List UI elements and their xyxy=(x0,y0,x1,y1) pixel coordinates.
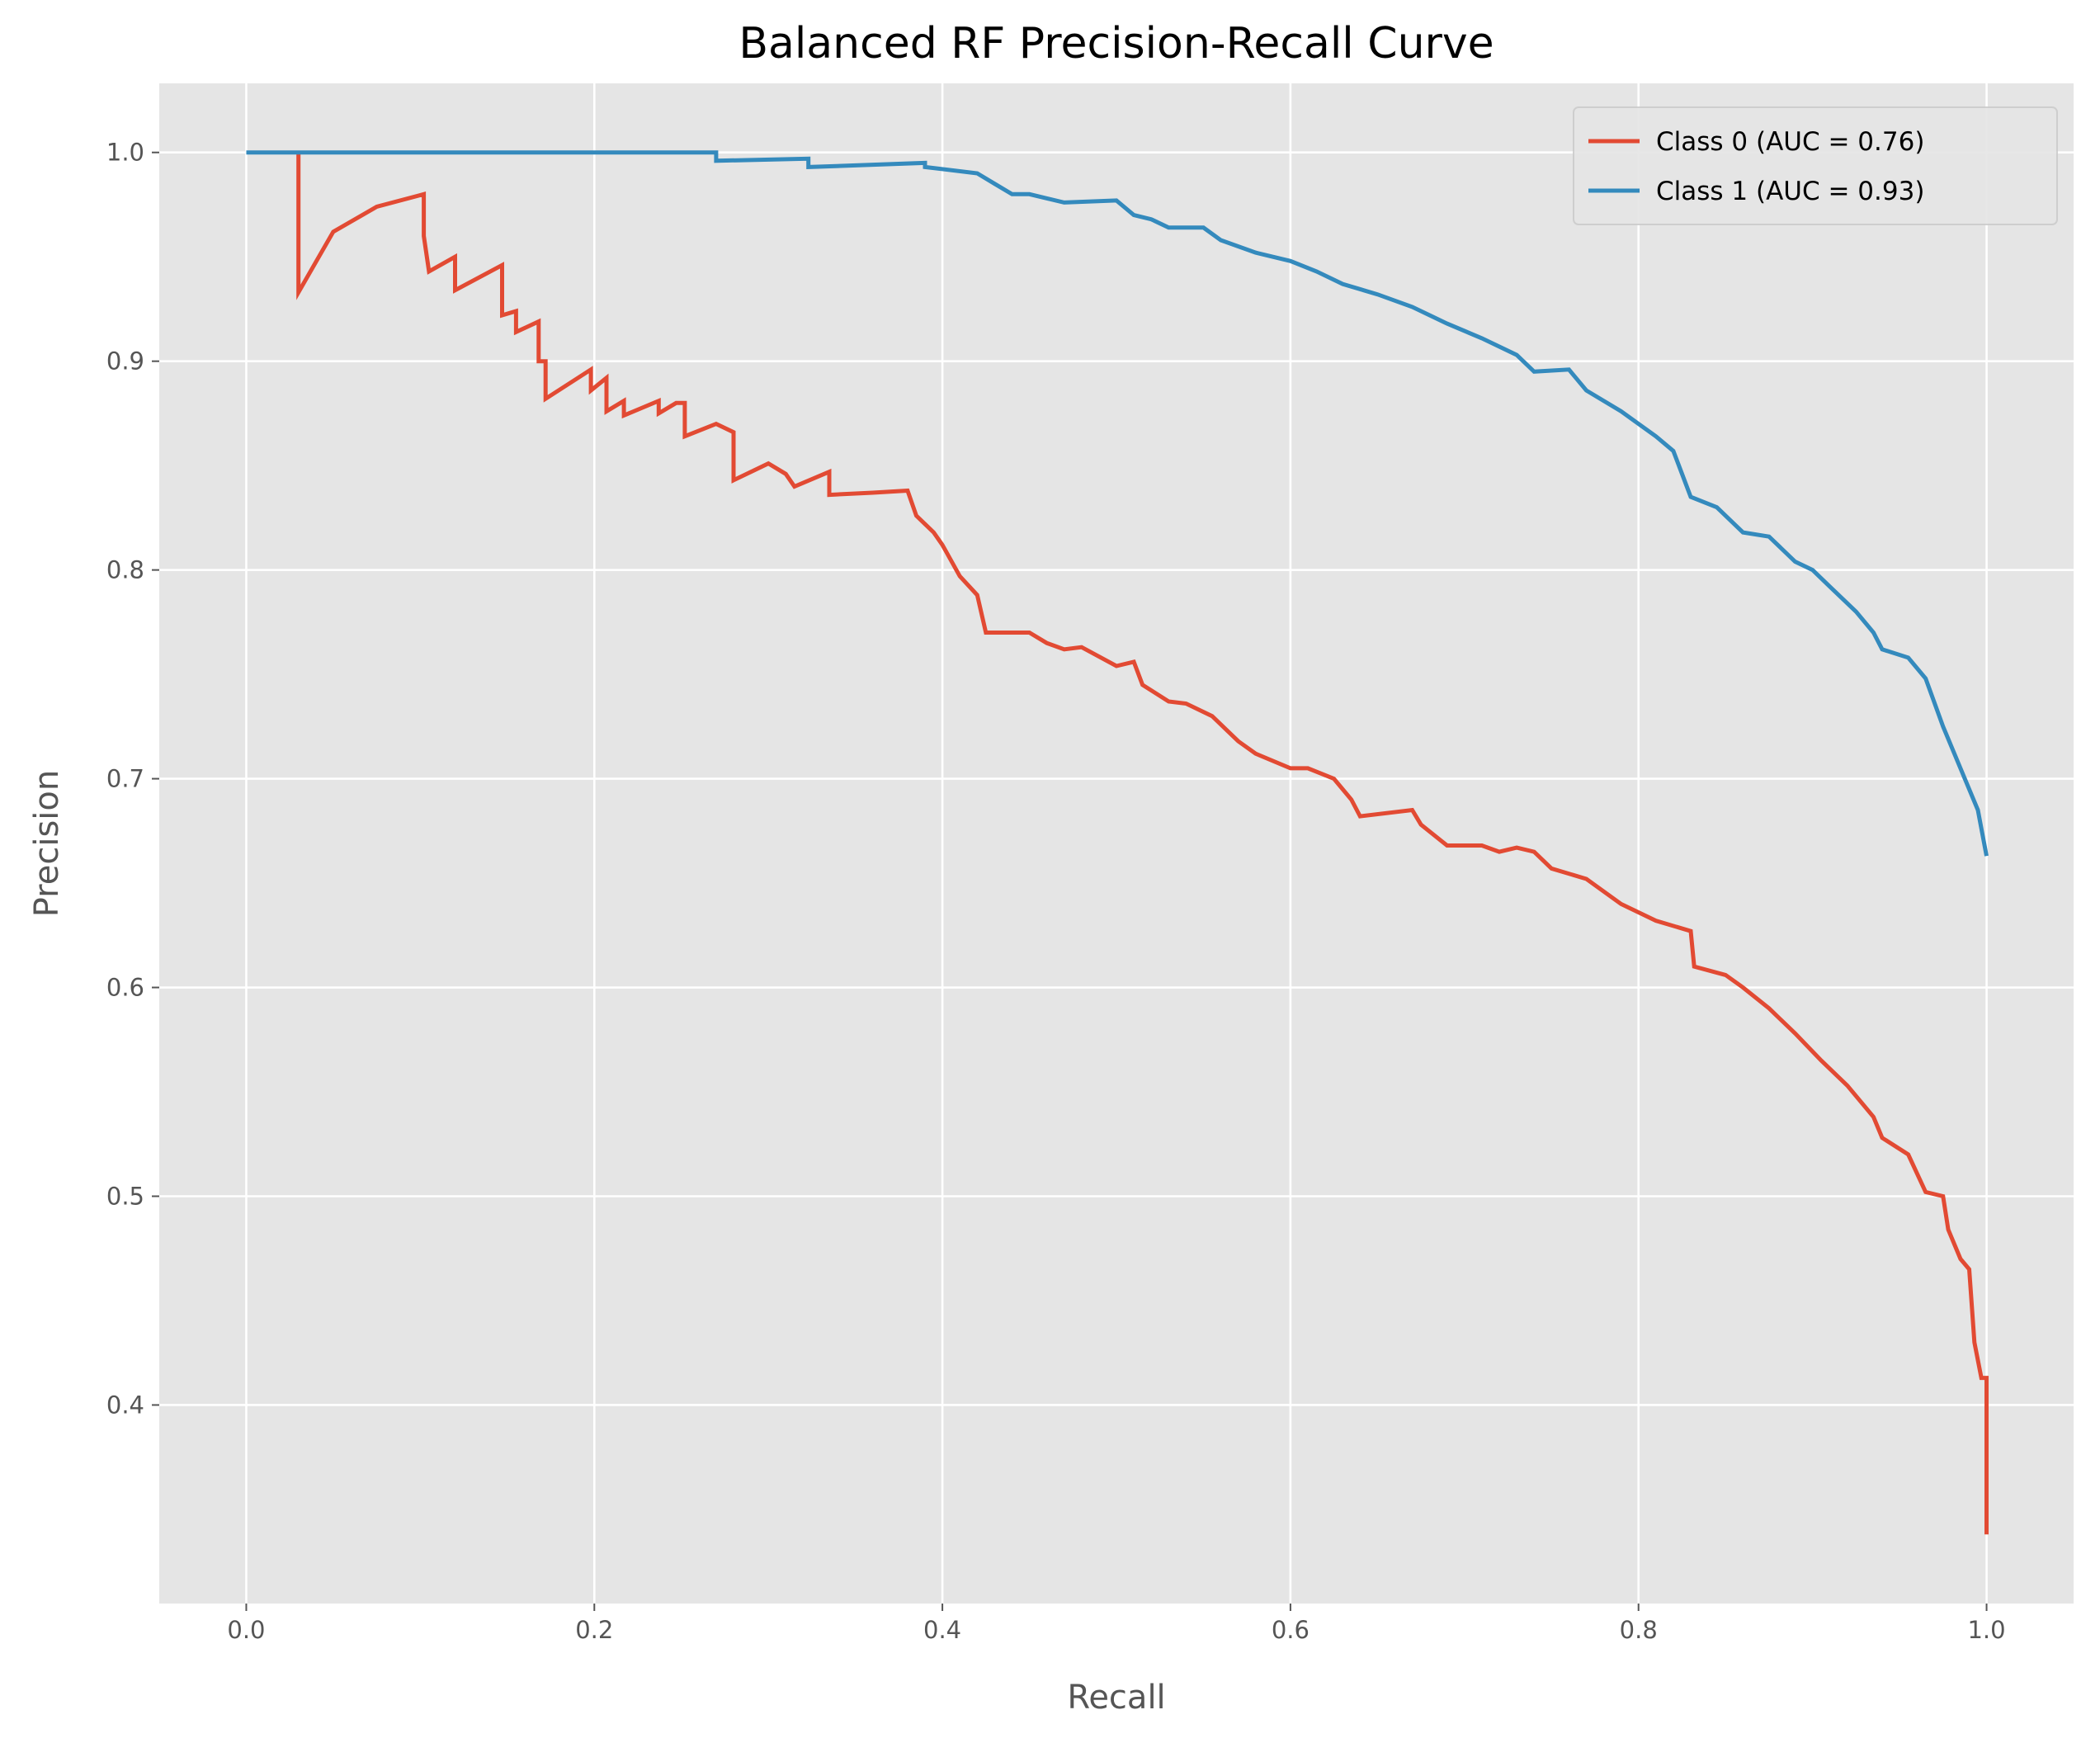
x-tick-label: 0.6 xyxy=(1272,1616,1310,1644)
x-tick-label: 0.8 xyxy=(1620,1616,1658,1644)
x-tick-label: 0.0 xyxy=(227,1616,265,1644)
x-tick-label: 1.0 xyxy=(1967,1616,2005,1644)
x-axis-label: Recall xyxy=(1067,1679,1165,1717)
pr-curve xyxy=(246,150,1989,857)
chart-title: Balanced RF Precision-Recall Curve xyxy=(739,19,1494,68)
y-tick-label: 1.0 xyxy=(106,139,144,167)
pr-curve xyxy=(296,152,1989,1535)
y-tick-label: 0.8 xyxy=(106,556,144,584)
legend-label: Class 1 (AUC = 0.93) xyxy=(1656,177,1924,206)
y-tick-label: 0.6 xyxy=(106,974,144,1002)
y-tick-label: 0.5 xyxy=(106,1182,144,1210)
y-axis-label: Precision xyxy=(28,770,66,917)
x-tick-label: 0.4 xyxy=(923,1616,961,1644)
y-tick-label: 0.9 xyxy=(106,347,144,376)
y-tick-label: 0.7 xyxy=(106,765,144,793)
y-tick-label: 0.4 xyxy=(106,1391,144,1419)
x-tick-label: 0.2 xyxy=(575,1616,613,1644)
legend-label: Class 0 (AUC = 0.76) xyxy=(1656,127,1924,157)
plot-background xyxy=(159,83,2074,1604)
legend-box xyxy=(1573,106,2058,225)
